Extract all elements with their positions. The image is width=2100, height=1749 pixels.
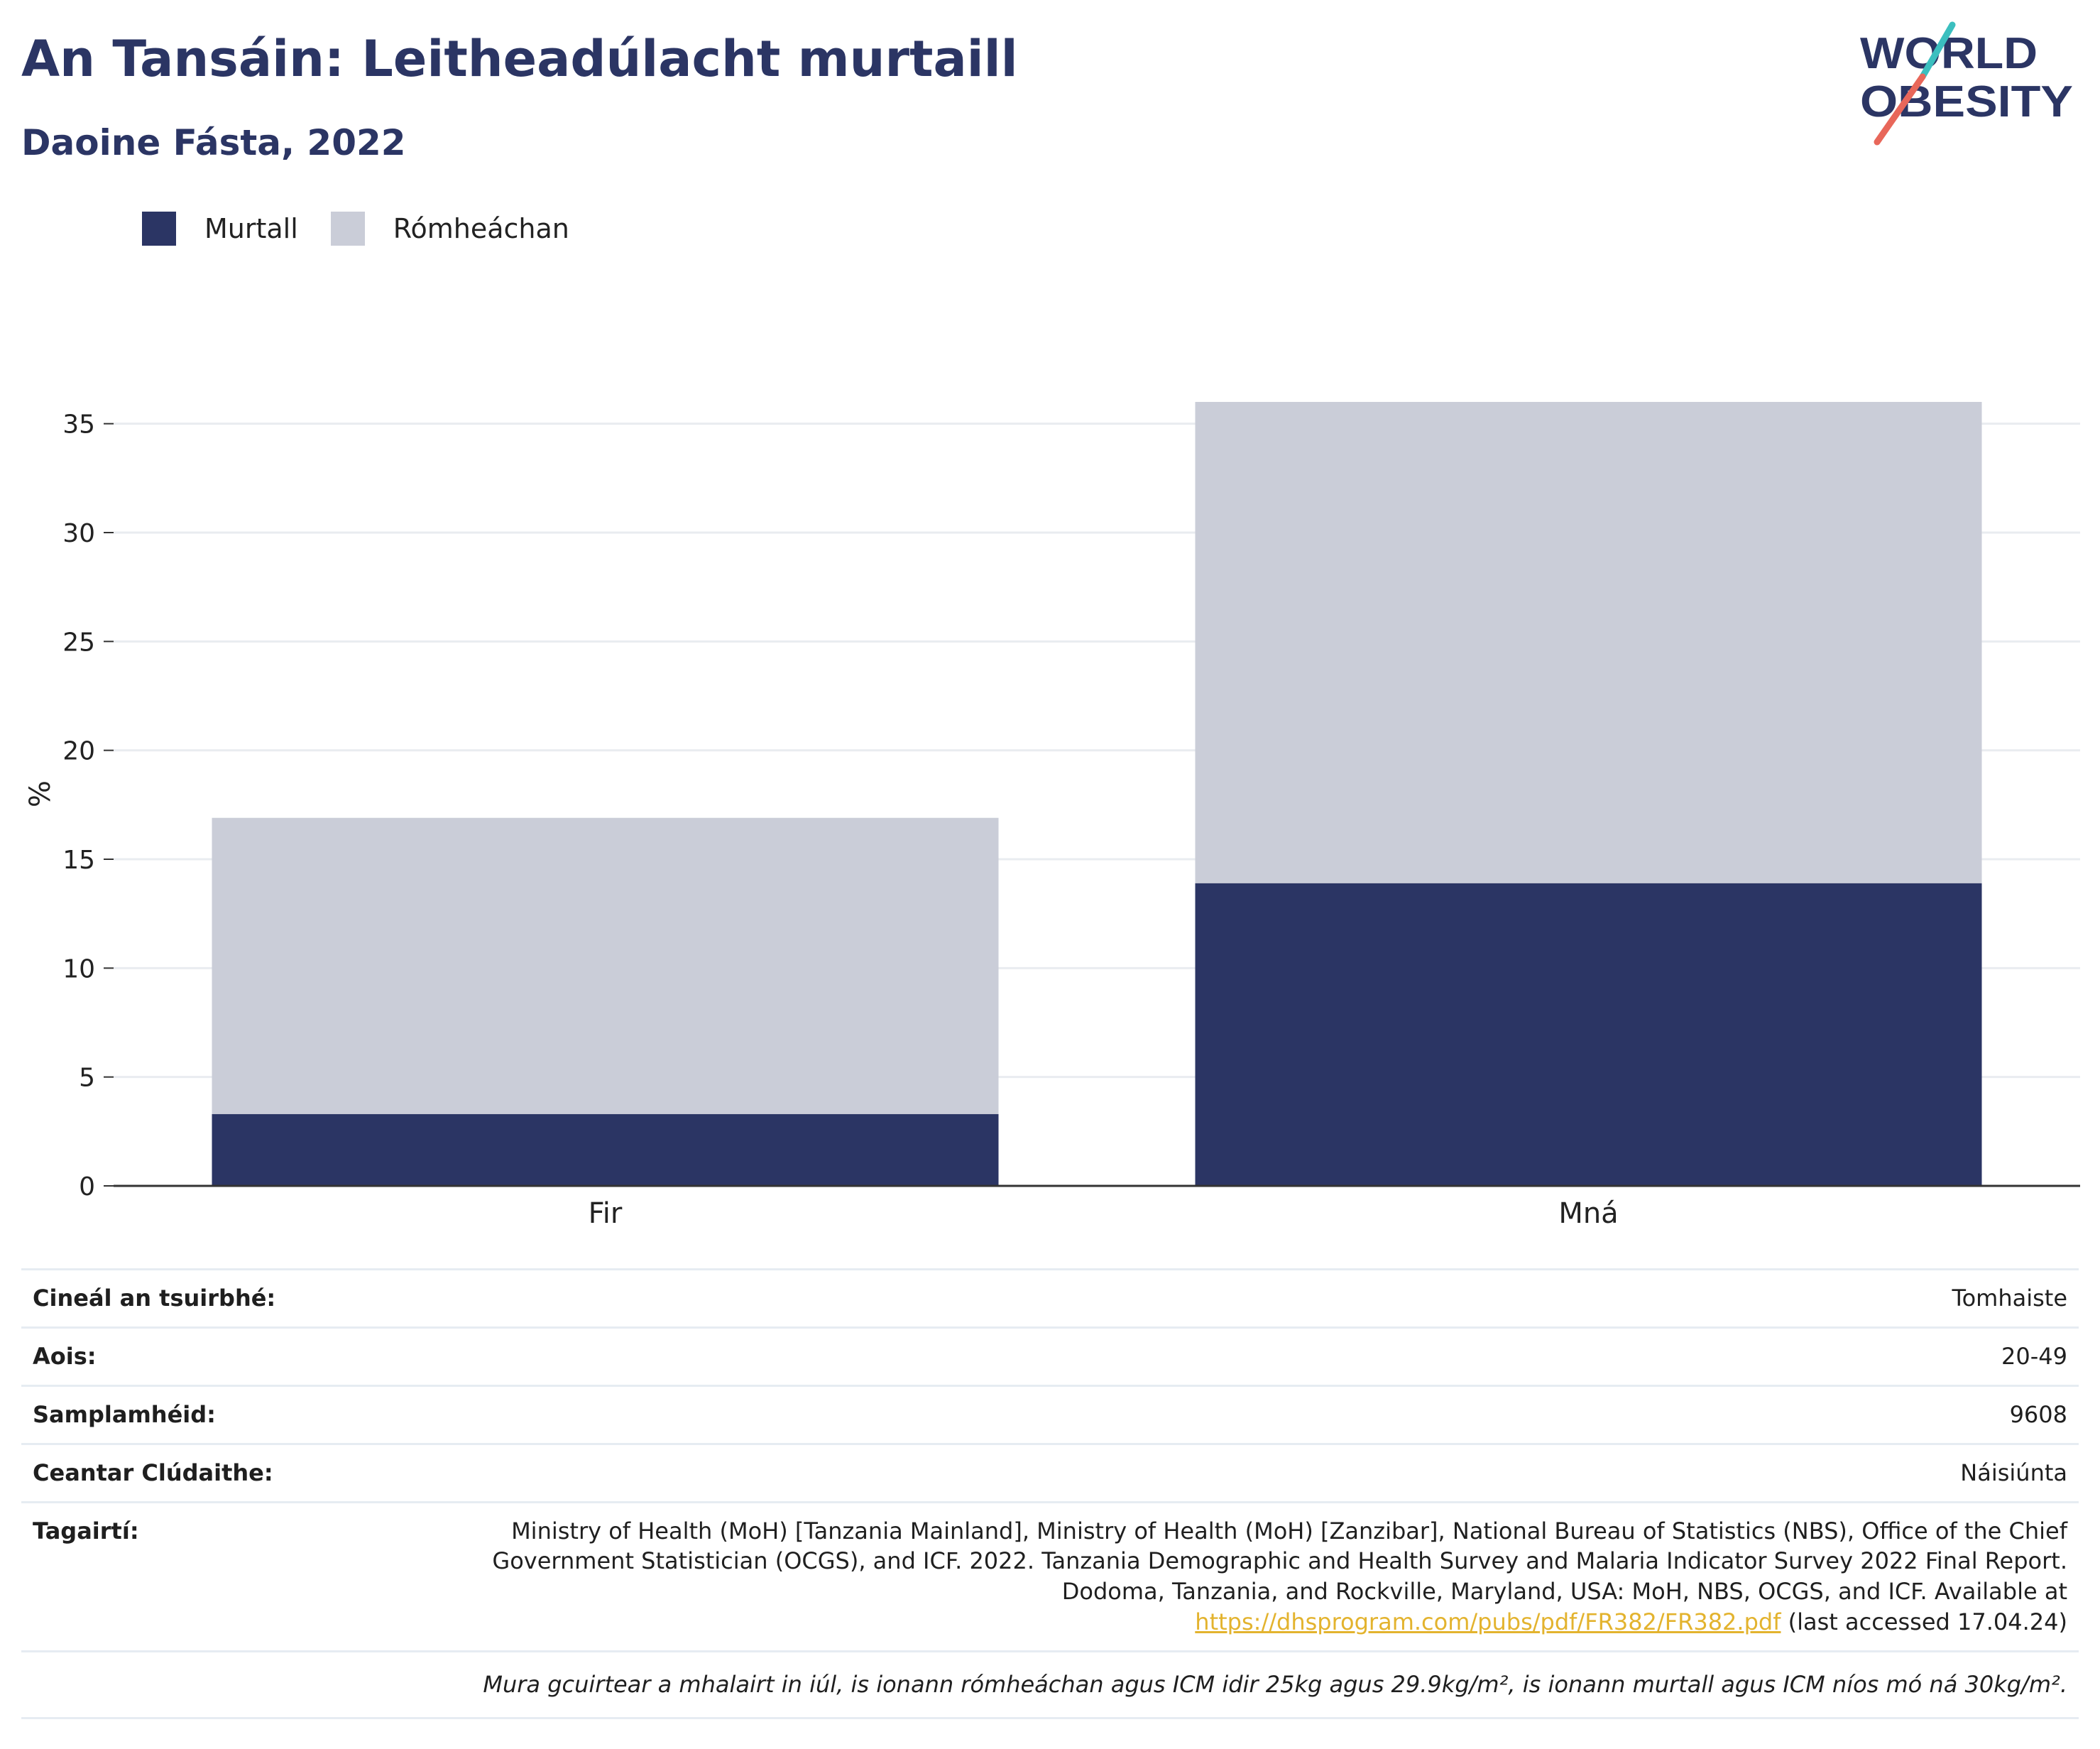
- world-obesity-logo: WORLD OBESITY: [1860, 21, 2073, 146]
- y-tick-label: 30: [62, 519, 95, 548]
- references-suffix: (last accessed 17.04.24): [1788, 1608, 2067, 1636]
- legend-item-overweight[interactable]: Rómheáchan: [330, 212, 569, 246]
- chart-legend: Murtall Rómheáchan: [142, 212, 602, 246]
- info-value: Tomhaiste: [442, 1268, 2079, 1328]
- info-row-sample-size: Samplamhéid: 9608: [21, 1384, 2079, 1444]
- legend-item-obesity[interactable]: Murtall: [142, 212, 298, 246]
- y-tick-label: 5: [79, 1064, 95, 1093]
- legend-label-overweight: Rómheáchan: [393, 213, 569, 244]
- y-tick-label: 35: [62, 410, 95, 440]
- logo-slash-teal: [1919, 21, 1956, 80]
- footnote: Mura gcuirtear a mhalairt in iúl, is ion…: [21, 1650, 2079, 1719]
- legend-label-obesity: Murtall: [204, 213, 298, 244]
- x-tick-label: Mná: [1558, 1197, 1618, 1230]
- y-tick-label: 10: [62, 954, 95, 984]
- info-label: Aois:: [21, 1326, 442, 1386]
- bar-segment: [1195, 402, 1982, 883]
- info-row-age: Aois: 20-49: [21, 1326, 2079, 1386]
- info-row-footnote: Mura gcuirtear a mhalairt in iúl, is ion…: [21, 1650, 2079, 1719]
- info-value: 20-49: [442, 1326, 2079, 1386]
- legend-swatch-obesity: [142, 212, 176, 246]
- y-axis-label: %: [24, 780, 57, 807]
- info-value: Náisiúnta: [442, 1442, 2079, 1502]
- references-label: Tagairtí:: [21, 1500, 442, 1652]
- info-row-survey-type: Cineál an tsuirbhé: Tomhaiste: [21, 1268, 2079, 1328]
- bar-segment: [212, 817, 999, 1114]
- info-label: Samplamhéid:: [21, 1384, 442, 1444]
- chart-title: An Tansáin: Leitheadúlacht murtaill: [21, 30, 1018, 88]
- info-value: 9608: [442, 1384, 2079, 1444]
- info-row-area-covered: Ceantar Clúdaithe: Náisiúnta: [21, 1442, 2079, 1502]
- references-link[interactable]: https://dhsprogram.com/pubs/pdf/FR382/FR…: [1195, 1608, 1781, 1636]
- chart-subtitle: Daoine Fásta, 2022: [21, 122, 406, 163]
- x-tick-label: Fir: [589, 1197, 623, 1230]
- legend-swatch-overweight: [330, 212, 365, 246]
- y-tick-label: 20: [62, 737, 95, 766]
- references-text: Ministry of Health (MoH) [Tanzania Mainl…: [492, 1517, 2067, 1606]
- y-tick-label: 0: [79, 1172, 95, 1202]
- references-value: Ministry of Health (MoH) [Tanzania Mainl…: [442, 1500, 2079, 1652]
- logo-slash-coral: [1874, 73, 1926, 146]
- y-tick-label: 25: [62, 628, 95, 657]
- y-tick-label: 15: [62, 846, 95, 875]
- info-label: Cineál an tsuirbhé:: [21, 1268, 442, 1328]
- info-label: Ceantar Clúdaithe:: [21, 1442, 442, 1502]
- bar-segment: [1195, 883, 1982, 1186]
- info-row-references: Tagairtí: Ministry of Health (MoH) [Tanz…: [21, 1500, 2079, 1652]
- survey-info-table: Cineál an tsuirbhé: Tomhaiste Aois: 20-4…: [21, 1268, 2079, 1719]
- stacked-bar-chart: 0 5 10 15 20 25 30 35% Fir Mná: [24, 402, 2080, 1230]
- bar-segment: [212, 1113, 999, 1186]
